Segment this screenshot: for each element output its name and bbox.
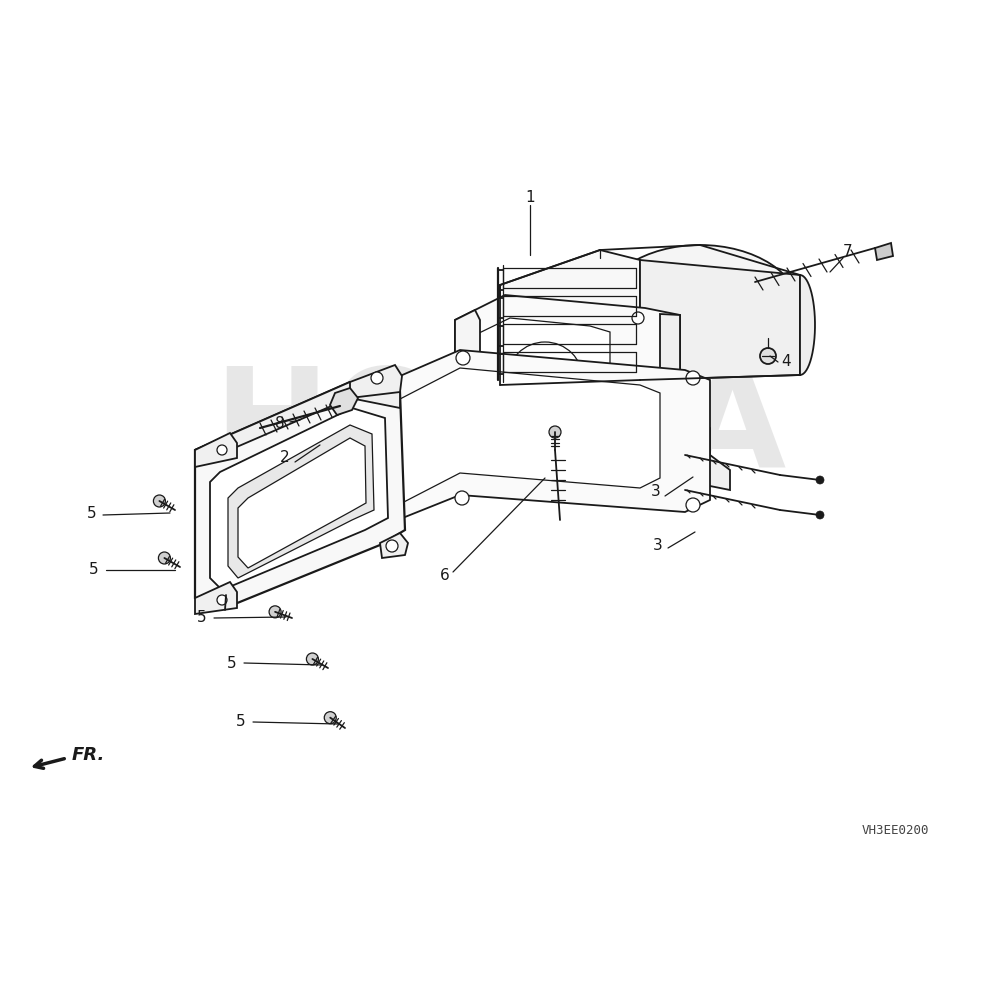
Circle shape (217, 445, 227, 455)
Circle shape (632, 312, 644, 324)
Polygon shape (800, 275, 815, 375)
Polygon shape (330, 388, 358, 415)
Circle shape (686, 498, 700, 512)
Circle shape (153, 495, 165, 507)
Circle shape (455, 491, 469, 505)
Circle shape (549, 426, 561, 438)
Text: HONDA: HONDA (213, 362, 787, 497)
Text: 5: 5 (227, 656, 237, 670)
Polygon shape (640, 260, 800, 380)
Text: 6: 6 (440, 568, 450, 582)
Circle shape (158, 552, 170, 564)
Polygon shape (875, 243, 893, 260)
Polygon shape (475, 318, 610, 415)
Circle shape (456, 351, 470, 365)
Polygon shape (328, 368, 660, 535)
Circle shape (371, 372, 383, 384)
Circle shape (456, 322, 468, 334)
Text: VH3EE0200: VH3EE0200 (861, 824, 929, 836)
Text: 3: 3 (651, 485, 661, 499)
Text: 2: 2 (280, 450, 290, 464)
Text: 5: 5 (87, 506, 97, 520)
Text: 3: 3 (653, 538, 663, 552)
Circle shape (816, 476, 824, 484)
Circle shape (456, 434, 468, 446)
Polygon shape (295, 350, 710, 555)
Text: 7: 7 (843, 244, 853, 259)
Polygon shape (228, 425, 374, 578)
Polygon shape (430, 447, 730, 497)
Polygon shape (238, 438, 366, 568)
Polygon shape (350, 365, 402, 398)
Polygon shape (660, 314, 680, 428)
Polygon shape (195, 433, 237, 467)
Polygon shape (195, 582, 237, 614)
Circle shape (306, 653, 318, 665)
Circle shape (316, 541, 330, 555)
Text: 4: 4 (781, 355, 791, 369)
Circle shape (632, 419, 644, 431)
Text: 1: 1 (525, 190, 535, 206)
Polygon shape (195, 382, 405, 608)
Circle shape (324, 712, 336, 724)
Circle shape (269, 606, 281, 618)
Text: 5: 5 (236, 714, 246, 730)
Polygon shape (195, 382, 400, 465)
Polygon shape (455, 295, 680, 440)
Polygon shape (440, 420, 710, 468)
Circle shape (217, 595, 227, 605)
Text: 8: 8 (275, 416, 285, 432)
Polygon shape (380, 533, 408, 558)
Circle shape (816, 511, 824, 519)
Circle shape (760, 348, 776, 364)
Polygon shape (500, 250, 640, 400)
Text: FR.: FR. (72, 746, 105, 764)
Polygon shape (455, 310, 480, 450)
Circle shape (316, 418, 330, 432)
Ellipse shape (600, 245, 800, 375)
Text: 5: 5 (89, 562, 99, 578)
Circle shape (686, 371, 700, 385)
Text: 5: 5 (197, 610, 207, 626)
Polygon shape (210, 408, 388, 590)
Circle shape (386, 540, 398, 552)
